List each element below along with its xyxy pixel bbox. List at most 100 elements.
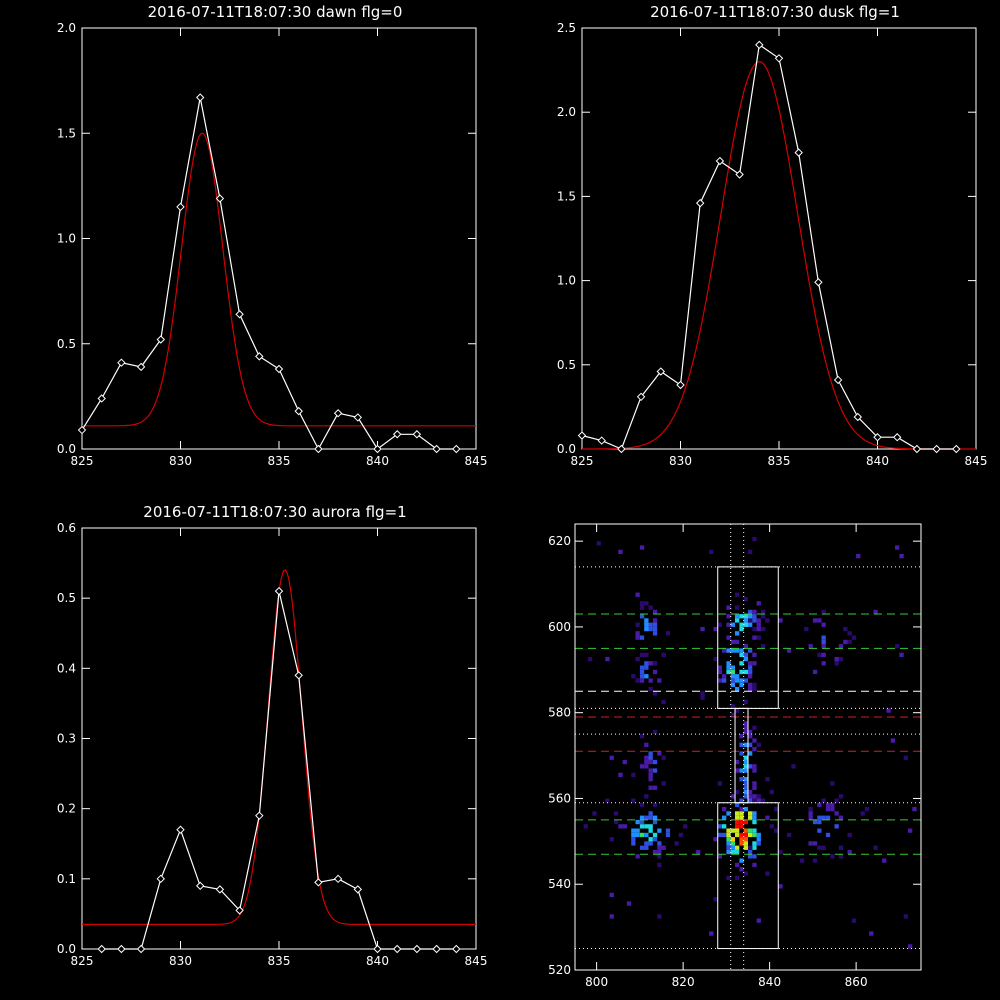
aurora-data-point bbox=[412, 944, 422, 954]
heatmap-cell bbox=[735, 648, 740, 653]
heatmap-cell bbox=[761, 798, 766, 803]
heatmap-cell bbox=[635, 828, 640, 833]
dusk-data-point bbox=[735, 170, 744, 179]
heatmap-cell bbox=[890, 738, 895, 743]
heatmap-cell bbox=[639, 601, 645, 606]
heatmap-cell bbox=[639, 652, 645, 657]
heatmap-cell bbox=[821, 639, 826, 645]
heatmap-cell bbox=[648, 841, 653, 846]
heatmap-cell bbox=[886, 708, 891, 713]
heatmap-cell bbox=[748, 751, 753, 756]
heatmap-cell bbox=[652, 626, 658, 632]
heatmap-cell bbox=[743, 614, 748, 619]
heatmap-cell bbox=[652, 691, 658, 696]
dawn-data-point bbox=[235, 310, 244, 319]
heatmap-cell bbox=[735, 824, 740, 829]
dawn-panel-title: 2016-07-11T18:07:30 dawn flg=0 bbox=[148, 3, 403, 21]
heatmap-cell bbox=[830, 807, 835, 812]
heatmap-cell bbox=[683, 824, 688, 829]
heatmap-cell bbox=[752, 845, 757, 850]
aurora-y-tick-label: 0.4 bbox=[57, 661, 76, 675]
heatmap-x-tick-label: 820 bbox=[672, 975, 695, 989]
heatmap-x-tick-label: 860 bbox=[845, 975, 868, 989]
dawn-data-point bbox=[156, 335, 166, 344]
aurora-y-tick-label: 0.6 bbox=[57, 521, 76, 535]
heatmap-cell bbox=[657, 845, 662, 850]
dusk-data-point bbox=[892, 433, 902, 442]
heatmap-cell bbox=[748, 682, 753, 687]
heatmap-cell bbox=[756, 618, 761, 623]
heatmap-cell bbox=[648, 815, 653, 820]
heatmap-cell bbox=[648, 626, 653, 632]
heatmap-cell bbox=[756, 798, 761, 803]
heatmap-cell bbox=[631, 798, 636, 803]
heatmap-cell bbox=[644, 674, 649, 679]
heatmap-cell bbox=[748, 845, 753, 850]
heatmap-cell bbox=[726, 832, 731, 838]
heatmap-cell bbox=[882, 858, 887, 863]
dawn-x-tick-label: 835 bbox=[268, 454, 291, 468]
heatmap-cell bbox=[639, 614, 645, 619]
heatmap-cell bbox=[652, 661, 658, 666]
heatmap-cell bbox=[748, 811, 753, 816]
heatmap-cell bbox=[644, 794, 649, 799]
heatmap-cell bbox=[808, 807, 813, 812]
aurora-x-tick-label: 825 bbox=[71, 954, 94, 968]
aurora-y-tick-label: 0.2 bbox=[57, 802, 76, 816]
dusk-gaussian-fit-line bbox=[582, 61, 976, 450]
heatmap-cell bbox=[739, 815, 744, 820]
heatmap-cell bbox=[639, 824, 645, 829]
heatmap-cell bbox=[821, 661, 826, 666]
heatmap-cell bbox=[605, 798, 610, 803]
heatmap-cell bbox=[748, 674, 753, 679]
heatmap-cell bbox=[635, 656, 640, 662]
heatmap-cell bbox=[847, 832, 852, 838]
heatmap-cell bbox=[778, 618, 783, 623]
heatmap-cell bbox=[748, 742, 753, 747]
heatmap-cell bbox=[730, 845, 735, 850]
heatmap-cell bbox=[730, 639, 735, 645]
heatmap-cell bbox=[812, 669, 818, 675]
heatmap-cell bbox=[700, 695, 705, 700]
heatmap-cell bbox=[895, 644, 900, 649]
heatmap-cell bbox=[657, 841, 662, 846]
heatmap-cell bbox=[657, 849, 662, 855]
heatmap-cell bbox=[665, 832, 671, 838]
heatmap-cell bbox=[774, 807, 779, 812]
heatmap-cell bbox=[735, 674, 740, 679]
heatmap-cell bbox=[717, 669, 722, 675]
heatmap-cell bbox=[648, 605, 653, 610]
heatmap-cell bbox=[843, 639, 848, 645]
heatmap-cell bbox=[743, 777, 748, 782]
heatmap-cell bbox=[739, 768, 744, 773]
heatmap-cell bbox=[752, 618, 757, 623]
heatmap-cell bbox=[786, 832, 792, 838]
heatmap-cell bbox=[774, 828, 779, 833]
heatmap-cell bbox=[830, 781, 835, 786]
heatmap-cell bbox=[847, 639, 852, 645]
heatmap-cell bbox=[648, 755, 653, 760]
heatmap-cell bbox=[752, 832, 757, 838]
heatmap-cell bbox=[726, 845, 731, 850]
heatmap-cell bbox=[735, 678, 740, 683]
heatmap-cell bbox=[752, 725, 757, 730]
aurora-spectrum-panel: 2016-07-11T18:07:30 aurora flg=1 825 830 8… bbox=[57, 503, 488, 968]
heatmap-y-tick-label: 600 bbox=[548, 620, 571, 634]
dusk-data-point bbox=[774, 54, 784, 63]
heatmap-cell bbox=[752, 652, 757, 657]
dawn-data-line bbox=[81, 97, 457, 451]
heatmap-cell bbox=[730, 849, 735, 855]
heatmap-cell bbox=[657, 751, 662, 756]
heatmap-x-tick-label: 840 bbox=[758, 975, 781, 989]
aurora-data-point bbox=[353, 885, 363, 894]
heatmap-cell bbox=[661, 755, 666, 760]
heatmap-cell bbox=[722, 832, 727, 838]
heatmap-y-tick-label: 580 bbox=[548, 706, 571, 720]
heatmap-cell bbox=[834, 811, 839, 816]
heatmap-cell bbox=[830, 854, 835, 859]
heatmap-cell bbox=[739, 824, 744, 829]
heatmap-cell bbox=[748, 618, 753, 623]
heatmap-cell bbox=[717, 824, 722, 829]
heatmap-cell bbox=[851, 635, 857, 640]
